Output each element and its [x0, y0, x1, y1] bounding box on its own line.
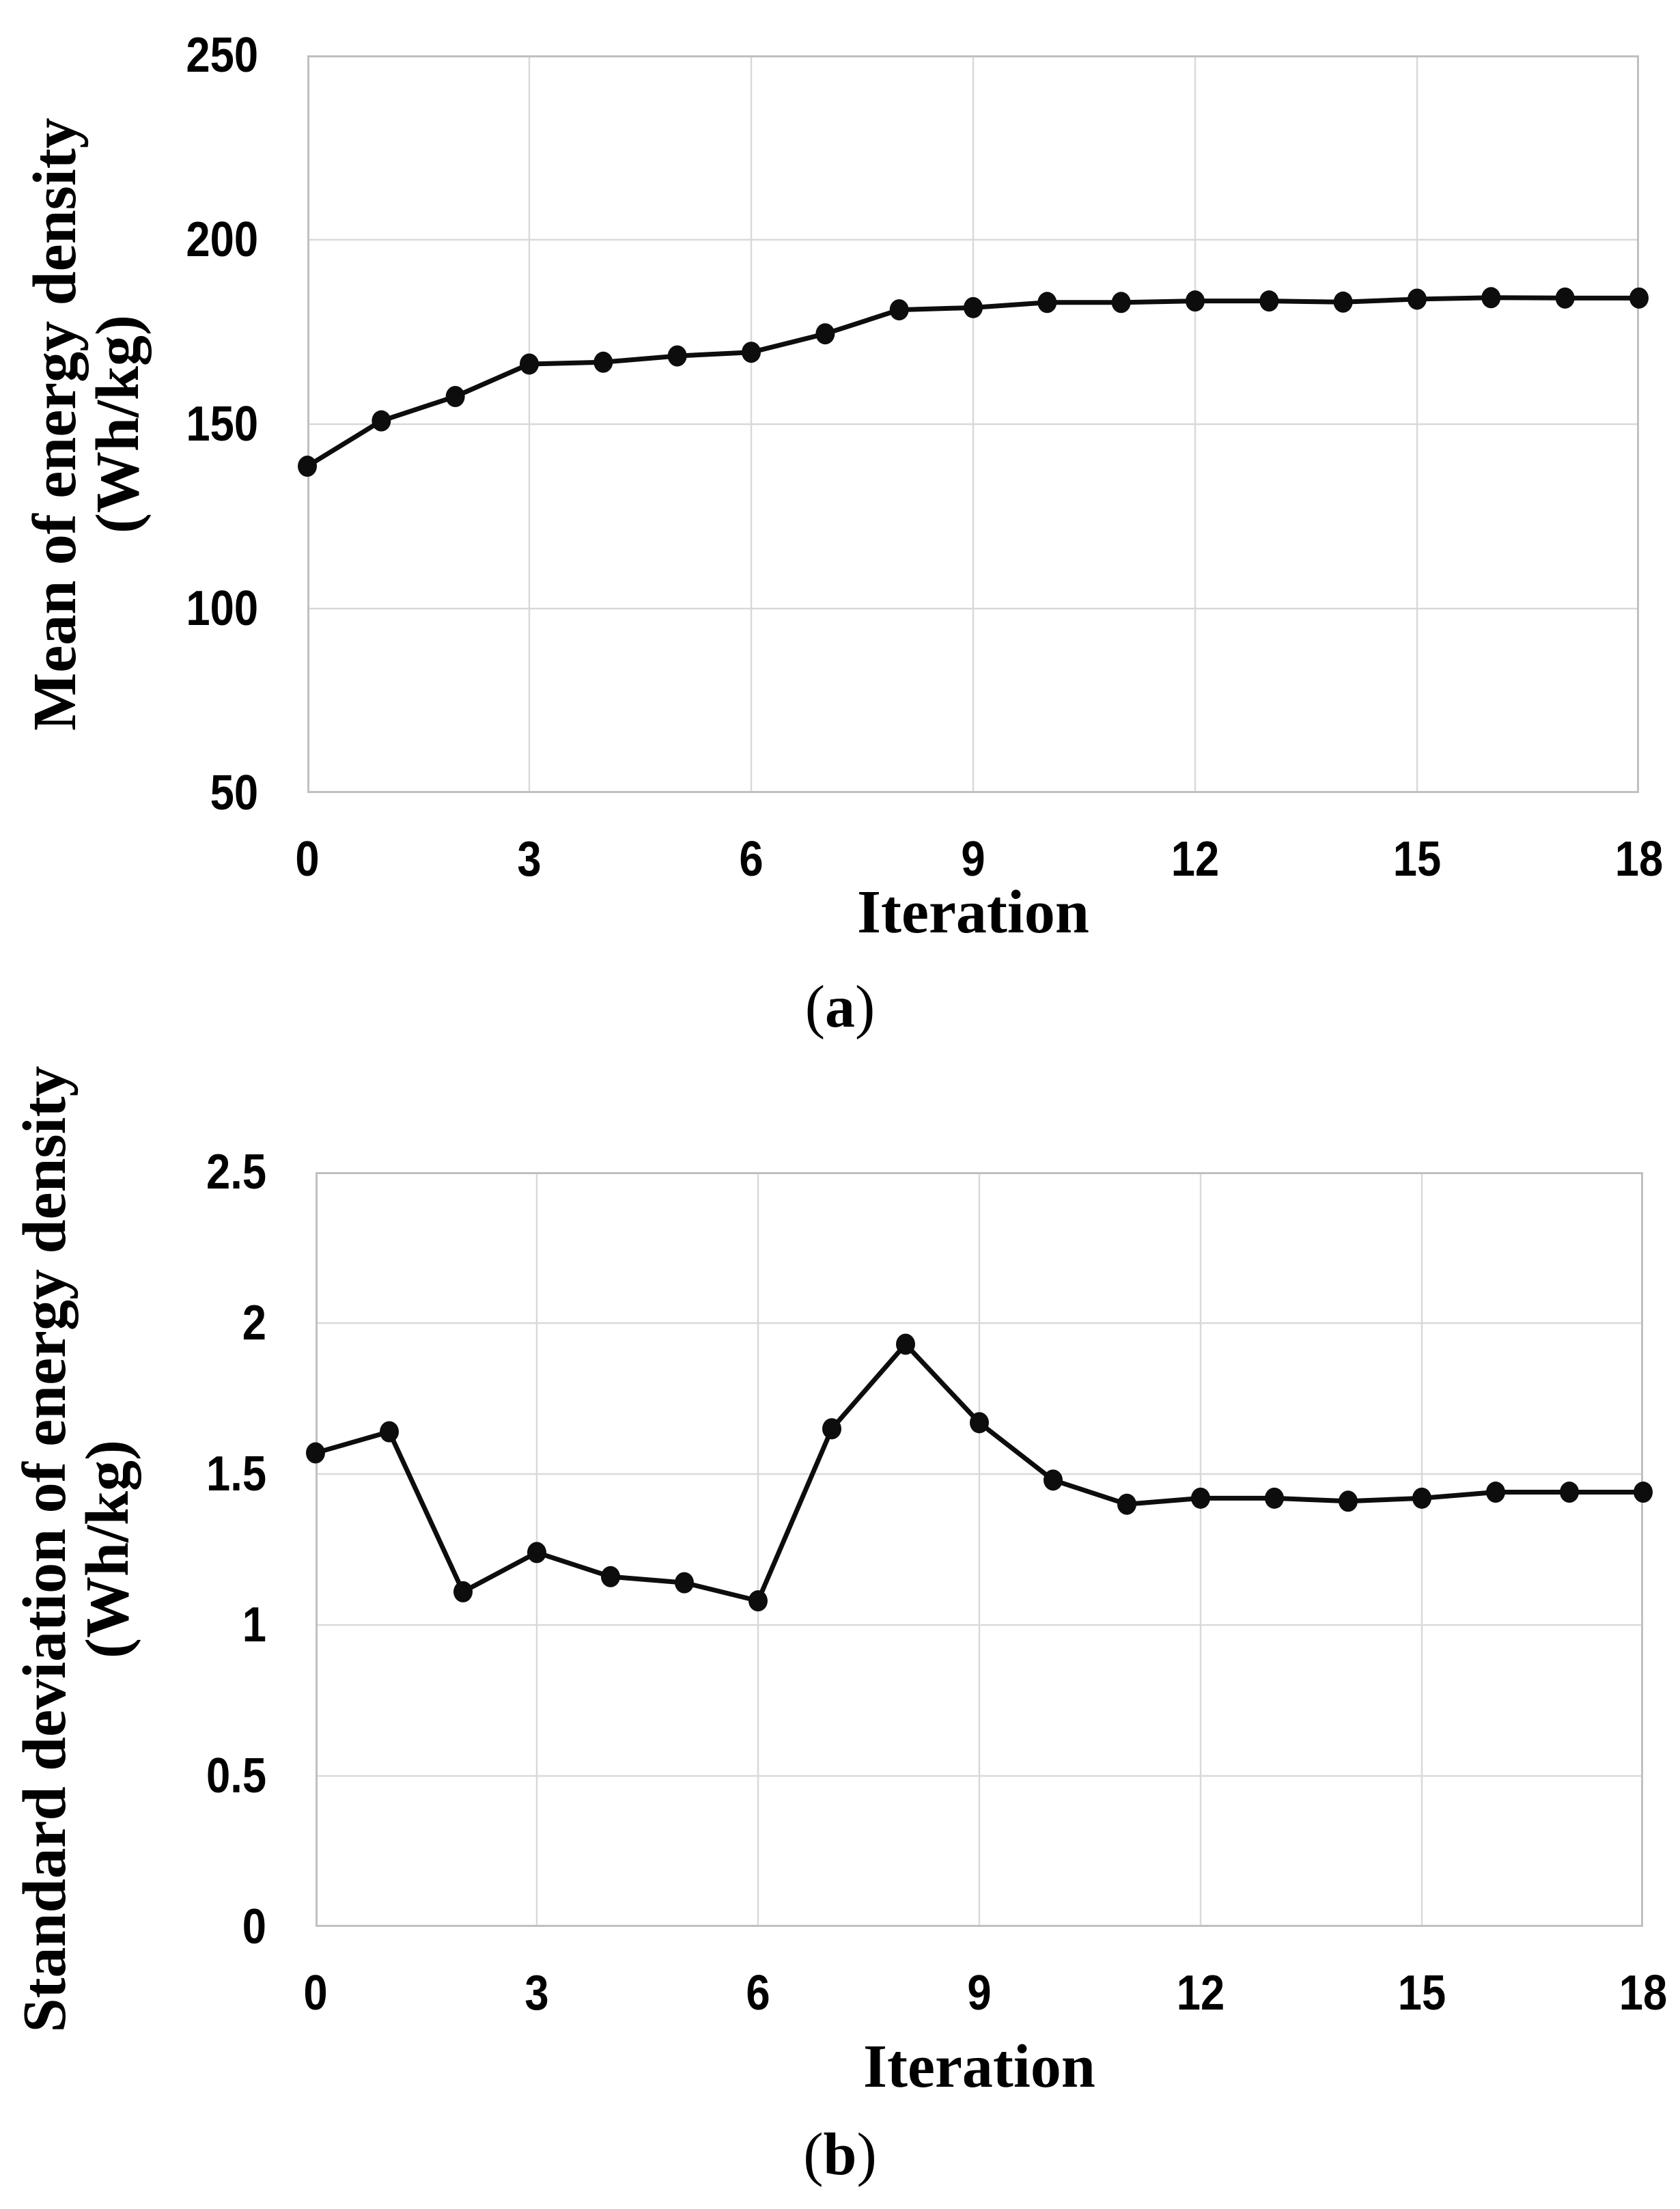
data-point-marker [372, 410, 391, 432]
y-tick-label: 2.5 [206, 1145, 266, 1199]
y-tick-label: 0.5 [206, 1749, 266, 1803]
caption-a-letter: a [825, 974, 855, 1040]
x-tick-label: 9 [961, 832, 985, 887]
x-tick-label: 18 [1619, 1966, 1668, 2020]
data-point-marker [1412, 1487, 1431, 1509]
caption-b-close-paren: ) [856, 2122, 877, 2188]
data-point-marker [970, 1412, 989, 1434]
caption-b-letter: b [823, 2122, 857, 2188]
caption-a-open-paren: ( [804, 974, 825, 1040]
data-point-marker [380, 1421, 399, 1443]
data-point-marker [1191, 1487, 1210, 1509]
caption-a-close-paren: ) [855, 974, 876, 1040]
data-point-marker [601, 1566, 620, 1587]
data-point-marker [1339, 1490, 1358, 1512]
data-point-marker [1044, 1469, 1063, 1491]
x-tick-label: 12 [1176, 1966, 1225, 2020]
y-tick-label: 2 [242, 1296, 266, 1350]
panel-caption-b: (b) [0, 2121, 1680, 2189]
data-point-marker [1111, 292, 1131, 314]
panel-caption-a: (a) [0, 973, 1680, 1042]
data-point-marker [822, 1418, 841, 1440]
data-point-marker [453, 1581, 473, 1602]
data-point-marker [1117, 1493, 1136, 1515]
x-tick-label: 3 [524, 1966, 549, 2020]
data-point-marker [675, 1572, 694, 1594]
data-point-marker [1259, 290, 1279, 312]
y-tick-label: 50 [210, 766, 258, 820]
data-point-marker [1555, 287, 1575, 309]
data-point-marker [896, 1333, 915, 1355]
y-tick-label: 250 [186, 28, 258, 83]
data-point-marker [1560, 1482, 1579, 1503]
x-tick-label: 18 [1614, 832, 1664, 887]
x-tick-label: 3 [517, 832, 542, 887]
data-point-marker [1186, 290, 1205, 312]
data-point-marker [889, 299, 909, 321]
data-point-marker [520, 353, 539, 375]
data-point-marker [445, 386, 465, 407]
x-tick-label: 15 [1392, 832, 1442, 887]
data-point-marker [298, 456, 317, 477]
x-tick-label: 0 [303, 1966, 328, 2020]
data-point-marker [815, 323, 835, 345]
data-point-marker [1333, 291, 1353, 313]
plot-border [316, 1172, 1643, 1927]
data-point-marker [593, 351, 613, 373]
line-chart-a [298, 55, 1649, 793]
x-tick-label: 6 [739, 832, 764, 887]
plot-border [307, 55, 1639, 793]
x-tick-label: 15 [1397, 1966, 1446, 2020]
y-tick-label: 1 [242, 1598, 266, 1652]
data-point-marker [1037, 292, 1057, 314]
x-axis-title-b: Iteration [863, 2033, 1095, 2100]
x-tick-label: 12 [1171, 832, 1220, 887]
x-axis-title-a: Iteration [857, 878, 1089, 946]
data-point-marker [306, 1442, 325, 1464]
y-tick-label: 200 [186, 212, 258, 267]
data-point-marker [748, 1590, 768, 1612]
data-point-marker [964, 296, 983, 318]
y-tick-label: 1.5 [206, 1447, 266, 1501]
data-point-marker [1408, 288, 1427, 310]
x-tick-label: 9 [967, 1966, 992, 2020]
y-tick-label: 150 [186, 397, 258, 451]
x-tick-label: 0 [295, 832, 320, 887]
data-point-marker [1486, 1482, 1505, 1503]
y-tick-label: 0 [242, 1900, 266, 1954]
caption-b-open-paren: ( [803, 2122, 824, 2188]
y-tick-label: 100 [186, 581, 258, 636]
x-tick-label: 6 [746, 1966, 770, 2020]
line-chart-b [306, 1172, 1653, 1927]
data-point-marker [527, 1542, 546, 1564]
data-point-marker [1629, 287, 1649, 309]
data-point-marker [742, 342, 761, 363]
data-point-marker [1634, 1482, 1653, 1503]
data-point-marker [667, 345, 687, 367]
data-point-marker [1265, 1487, 1284, 1509]
data-point-marker [1481, 287, 1501, 309]
